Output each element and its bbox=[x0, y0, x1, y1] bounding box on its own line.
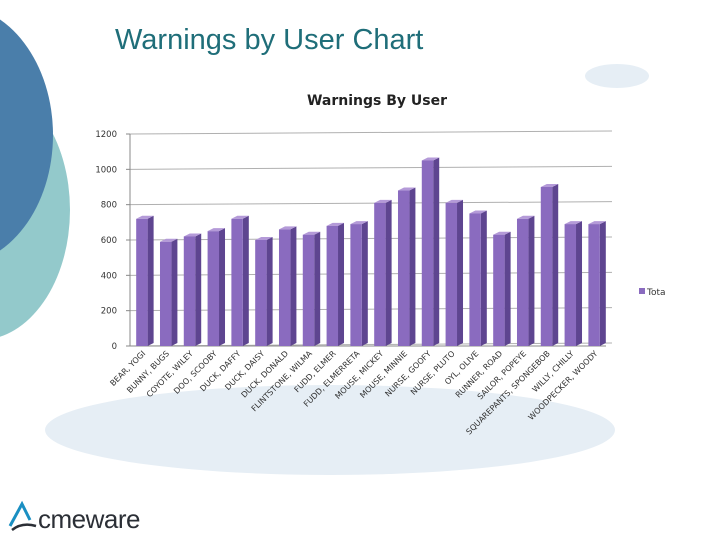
bar bbox=[516, 218, 529, 346]
bar-top bbox=[302, 231, 321, 235]
bar-side bbox=[314, 231, 321, 346]
bar-top bbox=[493, 231, 511, 235]
bar-top bbox=[540, 184, 559, 187]
bar-side bbox=[266, 237, 273, 346]
bar-top bbox=[421, 157, 440, 161]
bar bbox=[326, 225, 339, 346]
acmeware-logo: cmeware bbox=[8, 500, 148, 536]
y-axis-ticks: 0 200 400 600 800 1000 1200 bbox=[95, 130, 130, 352]
gridline bbox=[129, 165, 613, 170]
logo-mark-icon bbox=[8, 500, 37, 532]
bar bbox=[469, 213, 481, 346]
light-oval-shape bbox=[585, 64, 649, 88]
bar bbox=[493, 234, 505, 346]
light-swoosh-shape bbox=[45, 385, 615, 475]
bar-side bbox=[528, 215, 535, 346]
bar-side bbox=[409, 187, 416, 346]
bar bbox=[159, 241, 172, 346]
x-tick-label: FUDD, ELMER bbox=[293, 349, 338, 394]
blue-arc-shape bbox=[0, 19, 53, 251]
bar-side bbox=[171, 238, 178, 346]
bar bbox=[564, 224, 577, 346]
bar-side bbox=[552, 184, 559, 346]
y-tick-label: 400 bbox=[101, 271, 117, 281]
bar-side bbox=[147, 215, 154, 346]
bar-top bbox=[159, 238, 178, 242]
bar bbox=[255, 240, 267, 346]
bar bbox=[374, 202, 386, 346]
bar bbox=[421, 160, 434, 346]
bar bbox=[540, 187, 553, 346]
slide-title: Warnings by User Chart bbox=[115, 24, 424, 56]
bars bbox=[136, 157, 606, 346]
bar-top bbox=[588, 221, 606, 225]
bar-top bbox=[397, 187, 416, 191]
bar-side bbox=[242, 215, 249, 346]
gridline bbox=[129, 307, 613, 312]
bar-side bbox=[338, 222, 345, 346]
y-tick-label: 800 bbox=[101, 201, 117, 211]
gridline bbox=[129, 271, 613, 276]
gridline bbox=[129, 201, 613, 206]
bar bbox=[136, 218, 148, 346]
gridline bbox=[129, 130, 613, 135]
bar-top bbox=[469, 210, 487, 214]
bar bbox=[183, 236, 196, 346]
legend-swatch bbox=[639, 288, 645, 294]
y-tick-label: 200 bbox=[101, 307, 117, 317]
bar-side bbox=[576, 221, 583, 346]
bar-side bbox=[219, 228, 226, 346]
bar bbox=[278, 229, 291, 346]
bar-top bbox=[326, 222, 345, 226]
legend-label: Tota bbox=[646, 288, 666, 298]
bar-top bbox=[350, 221, 368, 225]
legend: Tota bbox=[639, 288, 666, 298]
bar-side bbox=[195, 233, 202, 346]
gridlines bbox=[129, 130, 613, 347]
bar-side bbox=[385, 199, 392, 346]
bar bbox=[588, 224, 600, 346]
chart-title: Warnings By User bbox=[307, 93, 447, 109]
logo-wordmark: cmeware bbox=[38, 504, 140, 534]
bar-side bbox=[457, 199, 464, 346]
bar-side bbox=[290, 226, 297, 346]
bar-side bbox=[599, 221, 606, 346]
y-tick-label: 0 bbox=[112, 342, 117, 352]
y-tick-label: 1000 bbox=[95, 165, 117, 175]
bar-top bbox=[183, 233, 202, 237]
bar-top bbox=[255, 237, 273, 240]
bar-top bbox=[231, 215, 249, 219]
bar-top bbox=[207, 228, 226, 232]
bar-side bbox=[480, 210, 487, 346]
bar-top bbox=[374, 199, 392, 203]
gridline bbox=[129, 236, 613, 241]
bar bbox=[302, 234, 315, 346]
bar-top bbox=[278, 226, 297, 230]
bar bbox=[231, 218, 243, 346]
bar-side bbox=[504, 231, 511, 346]
bar-top bbox=[445, 199, 464, 203]
y-tick-label: 600 bbox=[101, 236, 117, 246]
bar-side bbox=[433, 157, 440, 346]
bar bbox=[350, 224, 362, 346]
bar bbox=[207, 231, 220, 346]
y-tick-label: 1200 bbox=[95, 130, 117, 140]
bar bbox=[445, 202, 458, 346]
bar-top bbox=[136, 215, 154, 219]
x-tick-label: WILLY, CHILLY bbox=[531, 349, 576, 394]
bar-top bbox=[516, 215, 535, 219]
bar-top bbox=[564, 221, 583, 225]
bar-side bbox=[361, 221, 368, 346]
bar bbox=[397, 190, 410, 346]
warnings-bar-chart: Warnings By User 0 200 400 600 800 1000 1200 B… bbox=[95, 93, 666, 437]
